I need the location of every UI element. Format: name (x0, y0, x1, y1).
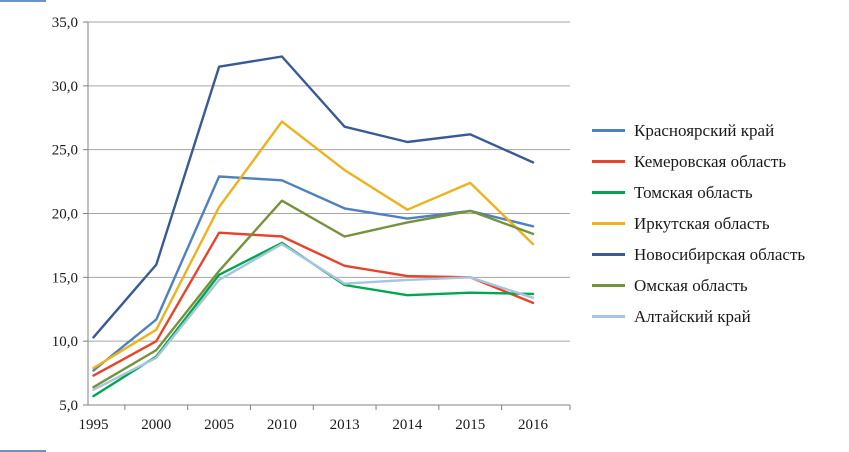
series-line-5 (92, 199, 535, 389)
legend: Красноярский край Кемеровская область Томс… (592, 120, 805, 327)
legend-label: Томская область (634, 183, 753, 202)
scan-artifact-top (0, 0, 46, 2)
scan-artifact-bottom (0, 450, 46, 452)
legend-label: Иркутская область (634, 214, 770, 233)
y-axis-tick-label: 25,0 (52, 143, 78, 159)
x-axis-tick-label: 2015 (455, 417, 485, 433)
legend-line-icon (592, 191, 625, 194)
legend-label: Новосибирская область (634, 245, 806, 264)
legend-line-icon (592, 284, 625, 287)
x-axis-tick-label: 2014 (392, 417, 423, 433)
legend-item-2: Томская область (592, 182, 805, 203)
x-axis-tick-label: 2010 (267, 417, 297, 433)
legend-line-icon (592, 315, 625, 318)
y-axis-tick-label: 15,0 (52, 270, 78, 286)
series-line-6 (92, 242, 535, 391)
x-axis-tick-label: 1995 (79, 417, 109, 433)
legend-label: Алтайский край (634, 307, 751, 326)
legend-label: Красноярский край (634, 121, 775, 140)
y-axis-tick-label: 30,0 (52, 79, 78, 95)
x-axis-tick-label: 2013 (330, 417, 360, 433)
y-axis-tick-label: 20,0 (52, 207, 78, 223)
legend-label: Кемеровская область (634, 152, 787, 171)
legend-item-4: Новосибирская область (592, 244, 805, 265)
legend-line-icon (592, 129, 625, 132)
series-line-4 (92, 55, 535, 339)
y-axis-tick-label: 10,0 (52, 334, 78, 350)
legend-item-3: Иркутская область (592, 213, 805, 234)
legend-line-icon (592, 222, 625, 225)
x-axis-tick-label: 2016 (518, 417, 549, 433)
series-line-2 (92, 241, 535, 398)
legend-item-5: Омская область (592, 275, 805, 296)
legend-item-1: Кемеровская область (592, 151, 805, 172)
legend-item-6: Алтайский край (592, 306, 805, 327)
legend-line-icon (592, 253, 625, 256)
y-axis-tick-label: 5,0 (59, 398, 78, 414)
series-line-3 (92, 120, 535, 370)
x-axis-tick-label: 2005 (204, 417, 234, 433)
legend-item-0: Красноярский край (592, 120, 805, 141)
x-axis-tick-label: 2000 (141, 417, 171, 433)
legend-label: Омская область (634, 276, 748, 295)
y-axis-tick-label: 35,0 (52, 15, 78, 31)
legend-line-icon (592, 160, 625, 163)
